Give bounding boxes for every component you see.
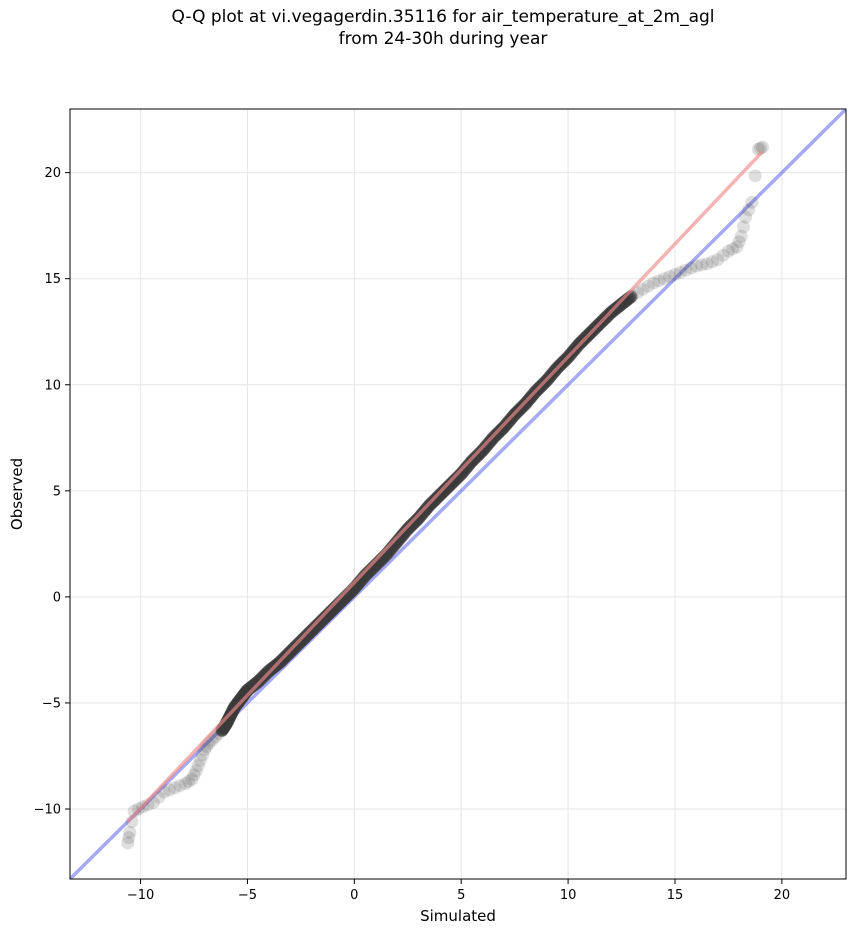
- data-point: [173, 779, 187, 793]
- data-point: [684, 261, 698, 275]
- identity-line: [70, 109, 846, 879]
- data-point: [695, 258, 709, 272]
- data-point: [121, 836, 135, 850]
- data-point: [193, 753, 207, 767]
- x-tick-label: 0: [350, 888, 358, 903]
- data-point: [636, 282, 650, 296]
- grid-lines: [70, 109, 846, 879]
- data-point: [732, 235, 746, 249]
- data-point: [753, 141, 767, 155]
- data-point: [679, 263, 693, 277]
- data-point: [756, 140, 770, 154]
- data-point: [730, 240, 744, 254]
- data-point: [641, 279, 655, 293]
- x-tick-label: −5: [238, 888, 257, 903]
- data-point: [196, 748, 210, 762]
- data-point: [748, 169, 762, 183]
- data-point: [689, 259, 703, 273]
- data-point: [189, 764, 203, 778]
- y-tick-label: 5: [53, 484, 61, 499]
- data-point: [716, 248, 730, 262]
- data-point: [168, 781, 182, 795]
- y-tick-label: 20: [44, 166, 61, 181]
- data-point: [191, 759, 205, 773]
- data-point: [668, 267, 682, 281]
- plot-frame: [69, 108, 847, 880]
- x-axis-ticks: −10 −5 0 5 10 15 20: [127, 879, 790, 903]
- y-axis-label: Observed: [8, 458, 26, 530]
- data-point: [652, 274, 666, 288]
- y-tick-label: −10: [34, 803, 61, 818]
- data-point: [178, 777, 192, 791]
- x-tick-label: 20: [774, 888, 791, 903]
- data-point: [700, 257, 714, 271]
- data-point: [726, 242, 740, 256]
- data-point: [734, 229, 748, 243]
- y-tick-label: 10: [44, 378, 61, 393]
- data-point: [185, 772, 199, 786]
- data-point: [122, 831, 136, 845]
- data-point: [657, 272, 671, 286]
- data-point: [127, 804, 141, 818]
- x-axis-label: Simulated: [420, 907, 496, 925]
- data-point: [187, 768, 201, 782]
- data-point: [739, 210, 753, 224]
- data-point: [182, 774, 196, 788]
- y-tick-label: −5: [42, 696, 61, 711]
- data-point: [123, 825, 137, 839]
- y-tick-label: 15: [44, 272, 61, 287]
- x-tick-label: 15: [667, 888, 684, 903]
- x-tick-label: 10: [560, 888, 577, 903]
- y-axis-ticks: −10 −5 0 5 10 15 20: [34, 166, 70, 818]
- data-point: [721, 244, 735, 258]
- y-tick-label: 0: [53, 590, 61, 605]
- data-point: [647, 276, 661, 290]
- data-point: [745, 195, 759, 209]
- x-tick-label: 5: [457, 888, 465, 903]
- data-point: [162, 783, 176, 797]
- data-point: [742, 203, 756, 217]
- plot-area: [70, 109, 846, 879]
- data-point: [736, 220, 750, 234]
- data-point: [673, 265, 687, 279]
- data-point: [663, 270, 677, 284]
- data-point: [705, 255, 719, 269]
- chart-title: Q-Q plot at vi.vegagerdin.35116 for air_…: [171, 7, 715, 49]
- data-point: [711, 253, 725, 267]
- fit-line: [126, 150, 764, 823]
- x-tick-label: −10: [127, 888, 154, 903]
